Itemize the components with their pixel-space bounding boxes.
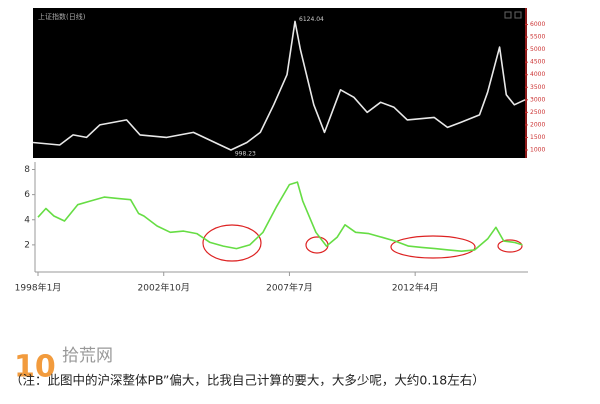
y-tick-label: 2500 <box>530 109 545 116</box>
y-tick-label: 2000 <box>530 121 545 128</box>
y-tick-label: 4 <box>24 215 30 225</box>
y-tick-label: 3000 <box>530 96 545 103</box>
index-axis-bar <box>525 8 527 158</box>
y-tick-label: 4500 <box>530 59 545 66</box>
y-tick-label: 2 <box>24 240 30 250</box>
y-tick-label: 5000 <box>530 46 545 53</box>
x-tick-label: 2002年10月 <box>138 282 190 294</box>
y-tick-label: 6000 <box>530 21 545 28</box>
index-title: 上证指数(日线) <box>38 12 86 21</box>
data-line <box>37 181 523 252</box>
y-tick-label: 1500 <box>530 134 545 141</box>
x-tick-label: 1998年1月 <box>15 282 62 294</box>
y-tick-label: 8 <box>24 165 30 175</box>
x-tick-label: 2012年4月 <box>392 282 439 294</box>
highlight-ellipse <box>497 239 523 253</box>
y-tick-label: 6 <box>24 190 30 200</box>
y-tick-label: 4000 <box>530 71 545 78</box>
highlight-ellipse <box>390 235 476 259</box>
y-tick-label: 3500 <box>530 84 545 91</box>
y-tick-label: 5500 <box>530 34 545 41</box>
highlight-ellipse <box>202 224 262 262</box>
watermark-logo: 10 <box>14 350 56 385</box>
panel-icon <box>514 11 522 19</box>
panel-icon <box>504 11 512 19</box>
value-annotation: 998.23 <box>235 151 256 158</box>
index-panel <box>33 8 525 158</box>
y-tick-label: 1000 <box>530 146 545 153</box>
value-annotation: 6124.04 <box>299 16 324 23</box>
data-line <box>32 20 526 151</box>
caption: （注：此图中的沪深整体PB”偏大，比我自己计算的要大，大多少呢，大约0.18左右… <box>10 373 485 388</box>
x-tick-label: 2007年7月 <box>266 282 313 294</box>
watermark: 拾荒网 <box>62 346 113 366</box>
